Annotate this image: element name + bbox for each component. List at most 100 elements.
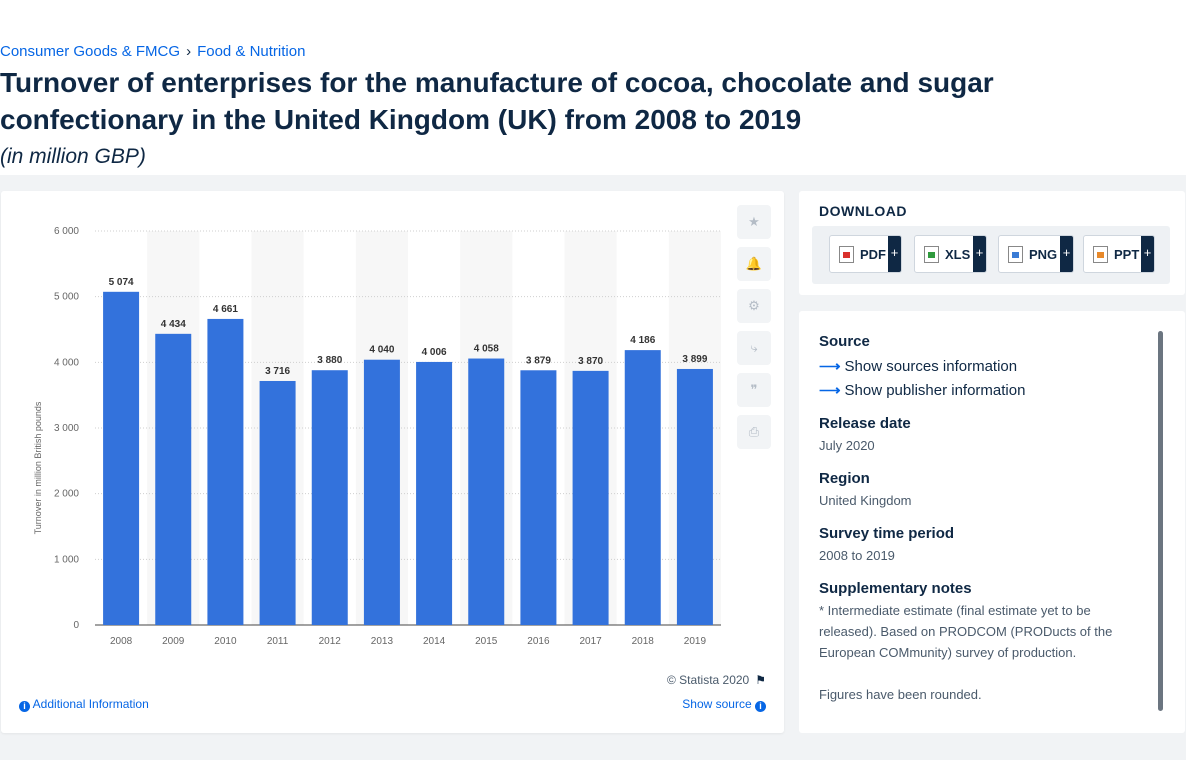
plus-icon: + (1060, 236, 1073, 272)
bar[interactable] (468, 358, 505, 625)
x-tick-label: 2015 (475, 636, 498, 647)
additional-information-link[interactable]: i Additional Information (19, 697, 149, 712)
bar-chart: 0 1 000 2 000 3 000 4 000 5 000 6 000 Turnover … (33, 226, 721, 647)
data-label: 4 186 (630, 335, 655, 346)
info-icon: i (755, 701, 766, 712)
x-tick-label: 2012 (319, 636, 342, 647)
x-tick-label: 2009 (162, 636, 185, 647)
download-pdf-label: PDF (860, 246, 886, 262)
data-label: 4 006 (422, 347, 447, 358)
data-label: 3 870 (578, 356, 603, 367)
x-tick-label: 2017 (579, 636, 602, 647)
y-tick-label: 6 000 (54, 226, 79, 237)
survey-period-heading: Survey time period (819, 525, 955, 542)
y-axis-label: Turnover in million British pounds (33, 401, 43, 534)
data-label: 4 434 (161, 319, 186, 330)
region-heading: Region (819, 470, 870, 487)
region-value: United Kingdom (819, 493, 912, 508)
data-label: 3 880 (317, 355, 342, 366)
y-tick-label: 2 000 (54, 489, 79, 500)
breadcrumb-link-consumer-goods[interactable]: Consumer Goods & FMCG (0, 43, 181, 60)
bar[interactable] (416, 361, 453, 625)
x-tick-label: 2016 (527, 636, 550, 647)
show-publisher-label: Show publisher information (844, 382, 1026, 399)
plus-icon: + (1141, 236, 1154, 272)
bar[interactable] (103, 291, 140, 625)
download-png-button[interactable]: PNG + (998, 235, 1074, 273)
bar[interactable] (207, 318, 244, 625)
pdf-file-icon (839, 245, 854, 263)
additional-information-label: Additional Information (32, 697, 149, 711)
scrollbar[interactable] (1158, 331, 1163, 711)
show-publisher-link[interactable]: ⟶ Show publisher information (819, 381, 1025, 399)
x-tick-label: 2011 (267, 636, 289, 647)
supplementary-notes-heading: Supplementary notes (819, 580, 972, 597)
y-tick-label: 4 000 (54, 357, 79, 368)
x-tick-label: 2019 (684, 636, 707, 647)
download-png-label: PNG (1029, 246, 1058, 262)
show-source-link[interactable]: Show source i (682, 697, 766, 712)
bar[interactable] (363, 359, 400, 625)
data-label: 4 058 (474, 344, 499, 355)
show-sources-label: Show sources information (844, 358, 1018, 375)
chart-toolbar: ★ 🔔 ⚙ ⤷ ❞ ⎙ (737, 205, 773, 457)
release-date-value: July 2020 (819, 438, 875, 453)
share-button[interactable]: ⤷ (737, 331, 771, 365)
bar[interactable] (259, 380, 296, 625)
download-xls-label: XLS (945, 246, 971, 262)
page-subtitle: (in million GBP) (0, 145, 146, 168)
x-tick-label: 2010 (214, 636, 237, 647)
breadcrumb-link-food-nutrition[interactable]: Food & Nutrition (197, 43, 306, 60)
source-heading: Source (819, 333, 870, 350)
supplementary-notes-rounding: Figures have been rounded. (819, 687, 982, 702)
download-button-row: PDF + XLS + PNG + PPT + (812, 226, 1170, 284)
bell-icon: 🔔 (745, 256, 763, 271)
share-icon: ⤷ (750, 340, 758, 355)
bar[interactable] (520, 370, 557, 625)
breadcrumb: Consumer Goods & FMCG › Food & Nutrition (0, 43, 305, 60)
download-xls-button[interactable]: XLS + (914, 235, 987, 273)
data-label: 5 074 (109, 277, 134, 288)
star-icon: ★ (748, 214, 760, 229)
plus-icon: + (973, 236, 986, 272)
show-source-label: Show source (682, 697, 752, 711)
credit-text: © Statista 2020 (667, 673, 750, 687)
breadcrumb-separator: › (186, 43, 192, 60)
chart-card: 0 1 000 2 000 3 000 4 000 5 000 6 000 Turnover … (1, 191, 784, 733)
print-button[interactable]: ⎙ (737, 415, 771, 449)
gear-icon: ⚙ (748, 298, 760, 313)
settings-button[interactable]: ⚙ (737, 289, 771, 323)
download-card: DOWNLOAD PDF + XLS + PNG + PPT + (799, 191, 1185, 295)
x-tick-label: 2018 (632, 636, 655, 647)
source-card: Source ⟶ Show sources information ⟶ Show p… (799, 311, 1185, 733)
data-label: 3 899 (682, 354, 707, 365)
download-title: DOWNLOAD (819, 203, 907, 219)
ppt-file-icon (1093, 245, 1108, 263)
bar[interactable] (624, 350, 661, 625)
header-area (0, 0, 1186, 175)
data-label: 4 040 (369, 345, 394, 356)
png-file-icon (1008, 245, 1023, 263)
download-ppt-button[interactable]: PPT + (1083, 235, 1155, 273)
xls-file-icon (924, 245, 939, 263)
page-title: Turnover of enterprises for the manufact… (0, 67, 994, 135)
y-tick-label: 5 000 (54, 292, 79, 303)
release-date-heading: Release date (819, 415, 911, 432)
y-tick-label: 0 (73, 620, 79, 631)
bar[interactable] (311, 370, 348, 625)
download-ppt-label: PPT (1114, 246, 1140, 262)
supplementary-notes-value: * Intermediate estimate (final estimate … (819, 603, 1113, 660)
bar[interactable] (676, 368, 713, 625)
bar[interactable] (572, 370, 609, 625)
notification-button[interactable]: 🔔 (737, 247, 771, 281)
download-pdf-button[interactable]: PDF + (829, 235, 902, 273)
bar[interactable] (155, 333, 192, 625)
favorite-button[interactable]: ★ (737, 205, 771, 239)
arrow-right-icon: ⟶ (819, 382, 841, 399)
arrow-right-icon: ⟶ (819, 358, 841, 375)
data-label: 3 716 (265, 366, 290, 377)
flag-icon[interactable]: ⚑ (755, 673, 766, 687)
cite-button[interactable]: ❞ (737, 373, 771, 407)
info-icon: i (19, 701, 30, 712)
show-sources-link[interactable]: ⟶ Show sources information (819, 357, 1017, 375)
